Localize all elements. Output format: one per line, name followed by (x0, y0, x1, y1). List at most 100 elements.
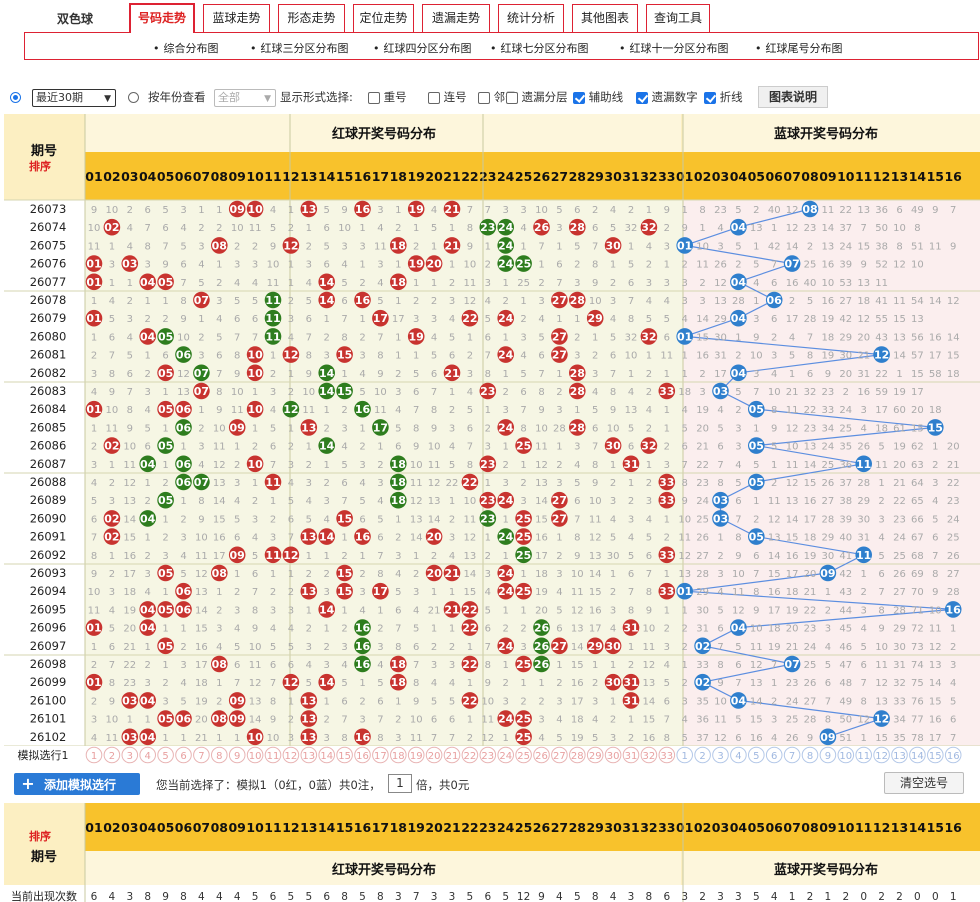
add-simulation-row-button[interactable]: + 添加模拟选行 (14, 773, 140, 795)
radio-unselected-icon[interactable] (128, 92, 139, 103)
tab-7[interactable]: 其他图表 (572, 4, 638, 33)
omission-value: 1 (270, 496, 276, 507)
omission-value: 2 (628, 205, 634, 216)
checkbox-icon[interactable] (428, 91, 440, 104)
option-5[interactable]: 辅助线 (573, 86, 623, 108)
red-ball (121, 255, 139, 272)
subnav-link-5[interactable]: • 红球十一分区分布图 (619, 40, 729, 56)
ball-number: 09 (820, 731, 835, 744)
omission-value: 2 (878, 496, 884, 507)
omission-value: 1 (324, 460, 330, 471)
frequency-value: 4 (610, 891, 617, 902)
tab-2[interactable]: 蓝球走势 (203, 4, 270, 33)
radio-selected-icon[interactable] (10, 92, 21, 103)
omission-value: 3 (377, 260, 383, 271)
omission-value: 7 (234, 332, 240, 343)
tab-8[interactable]: 查询工具 (646, 4, 710, 33)
simulation-ball-number: 23 (481, 751, 494, 762)
tab-6[interactable]: 统计分析 (498, 4, 564, 33)
omission-value: 9 (717, 678, 723, 689)
omission-value: 11 (267, 278, 280, 289)
omission-value: 7 (574, 514, 580, 525)
year-select[interactable]: 全部 ▼ (214, 89, 276, 107)
subnav-link-6[interactable]: • 红球尾号分布图 (755, 40, 843, 56)
tab-3[interactable]: 形态走势 (278, 4, 345, 33)
subnav-link-3[interactable]: • 红球四分区分布图 (373, 40, 472, 56)
ball-number: 18 (391, 658, 406, 671)
omission-value: 11 (195, 551, 208, 562)
frequency-value: 5 (359, 891, 366, 902)
option-7[interactable]: 折线 (704, 86, 743, 108)
omission-value: 5 (556, 733, 562, 744)
sort-toggle: 排序 (29, 159, 51, 173)
column-number: 33 (658, 169, 675, 184)
footer-column-number: 25 (515, 820, 532, 835)
tab-5[interactable]: 遗漏走势 (422, 4, 490, 33)
period-select[interactable]: 最近30期 ▼ (32, 89, 116, 107)
omission-value: 5 (145, 423, 151, 434)
recent-periods-radio[interactable] (10, 86, 21, 108)
omission-value: 19 (822, 314, 835, 325)
footer-column-number: 22 (461, 820, 478, 835)
omission-value: 2 (664, 624, 670, 635)
ball-number: 07 (194, 367, 209, 380)
omission-value: 1 (449, 387, 455, 398)
omission-value: 2 (699, 278, 705, 289)
option-1[interactable]: 重号 (368, 86, 407, 108)
omission-value: 3 (646, 278, 652, 289)
tab-4[interactable]: 定位走势 (353, 4, 414, 33)
omission-value: 4 (664, 660, 670, 671)
option-6[interactable]: 遗漏数字 (636, 86, 698, 108)
checkbox-checked-icon[interactable] (573, 91, 585, 104)
ball-number: 13 (301, 203, 316, 216)
chart-legend-button[interactable]: 图表说明 (758, 86, 829, 108)
omission-value: 1 (592, 332, 598, 343)
frequency-value: 9 (538, 891, 545, 902)
omission-value: 7 (216, 369, 222, 380)
multiplier-input[interactable]: 1 (388, 774, 412, 793)
omission-value: 26 (786, 733, 799, 744)
ball-number: 32 (641, 330, 656, 343)
tab-1[interactable]: 号码走势 (129, 3, 195, 33)
omission-value: 41 (875, 296, 888, 307)
by-year-radio[interactable] (128, 86, 139, 108)
ball-number: 30 (605, 440, 621, 453)
omission-value: 1 (270, 351, 276, 362)
subnav-link-2[interactable]: • 红球三分区分布图 (250, 40, 349, 56)
checkbox-icon[interactable] (368, 91, 380, 104)
omission-value: 36 (696, 715, 709, 726)
simulation-ball-number: 9 (825, 751, 831, 762)
omission-value: 1 (288, 696, 294, 707)
omission-value: 3 (449, 423, 455, 434)
subnav-link-1[interactable]: • 综合分布图 (153, 40, 219, 56)
checkbox-icon[interactable] (506, 91, 518, 104)
omission-value: 3 (682, 696, 688, 707)
checkbox-checked-icon[interactable] (704, 91, 716, 104)
omission-value: 2 (753, 514, 759, 525)
omission-value: 7 (467, 205, 473, 216)
omission-value: 3 (520, 642, 526, 653)
subnav-link-4[interactable]: • 红球七分区分布图 (490, 40, 589, 56)
ball-number: 16 (355, 531, 371, 544)
checkbox-checked-icon[interactable] (636, 91, 648, 104)
omission-value: 4 (574, 460, 580, 471)
checkbox-icon[interactable] (478, 91, 490, 104)
omission-value: 6 (145, 205, 151, 216)
omission-value: 17 (123, 569, 136, 580)
omission-value: 15 (786, 533, 799, 544)
ball-number: 05 (158, 603, 173, 616)
omission-value: 13 (750, 223, 763, 234)
ball-number: 12 (874, 713, 889, 726)
omission-value: 7 (753, 569, 759, 580)
omission-value: 11 (106, 423, 119, 434)
frequency-value: 5 (305, 891, 312, 902)
clear-selection-button[interactable]: 清空选号 (884, 772, 964, 794)
option-2[interactable]: 连号 (428, 86, 467, 108)
ball-number: 24 (498, 494, 514, 507)
option-4[interactable]: 遗漏分层 (506, 86, 568, 108)
frequency-value: 12 (517, 891, 530, 902)
omission-value: 11 (643, 642, 656, 653)
omission-value: 3 (664, 278, 670, 289)
ball-number: 19 (409, 330, 424, 343)
ball-number: 25 (516, 512, 531, 525)
